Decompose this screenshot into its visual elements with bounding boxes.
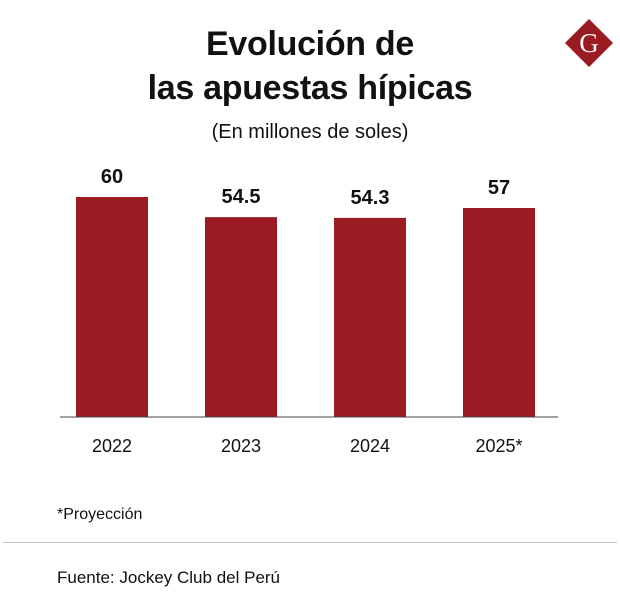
title-line-2: las apuestas hípicas bbox=[147, 69, 473, 107]
gestion-logo-icon: G bbox=[563, 17, 615, 69]
title-line-1: Evolución de bbox=[206, 25, 414, 63]
logo-diamond-shape bbox=[564, 18, 614, 68]
logo-letter: G bbox=[579, 28, 599, 58]
bar-2024 bbox=[334, 217, 406, 417]
x-tick-label: 2022 bbox=[92, 436, 132, 456]
logo-diamond: G bbox=[564, 18, 614, 68]
x-tick-label: 2024 bbox=[350, 436, 390, 456]
data-label: 57 bbox=[488, 177, 510, 199]
data-label: 54.3 bbox=[351, 187, 390, 209]
x-tick-label: 2023 bbox=[221, 436, 261, 456]
divider bbox=[3, 542, 617, 543]
bar-2022 bbox=[76, 197, 148, 417]
bar-2023 bbox=[205, 217, 277, 417]
chart-subtitle: (En millones de soles) bbox=[211, 121, 409, 143]
data-label: 60 bbox=[101, 166, 123, 188]
data-label: 54.5 bbox=[222, 186, 261, 208]
bar-chart: 60 2022 54.5 2023 54.3 2024 57 2025* bbox=[60, 166, 558, 456]
bar-2025 bbox=[463, 208, 535, 417]
chart-title: Evolución de las apuestas hípicas bbox=[0, 22, 620, 110]
source-credit: Fuente: Jockey Club del Perú bbox=[57, 568, 281, 587]
x-tick-label: 2025* bbox=[475, 436, 522, 456]
footnote-projection: *Proyección bbox=[57, 506, 143, 523]
